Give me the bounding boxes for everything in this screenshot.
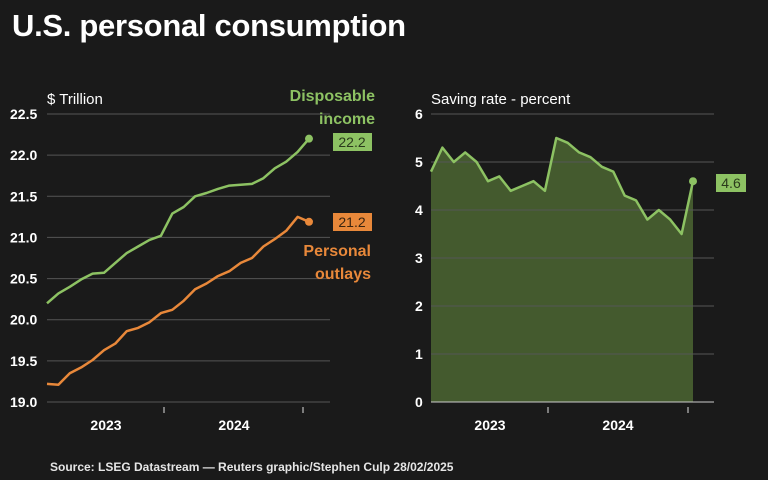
outlays-end-label-box (333, 213, 372, 231)
y-tick-label: 22.5 (10, 106, 37, 122)
y-tick-label: 4 (415, 202, 423, 218)
right-y-axis-label: Saving rate - percent (431, 91, 571, 108)
income-point (305, 134, 313, 143)
outlays-end-label: 21.2 (338, 214, 365, 230)
y-tick-label: 6 (415, 106, 423, 122)
left-x-tick-2023: 2023 (90, 417, 121, 433)
income-end-label: 22.2 (338, 134, 365, 150)
y-tick-label: 2 (415, 298, 423, 314)
legend-income-line1: Disposable (290, 88, 375, 105)
right-chart: Saving rate - percent 0 1 2 3 4 5 6 4.6 2023 2… (415, 91, 746, 433)
y-tick-label: 21.0 (10, 229, 37, 245)
y-tick-label: 19.0 (10, 394, 37, 410)
legend-income-line2: income (319, 111, 375, 128)
y-tick-label: 5 (415, 154, 423, 170)
saving-end-label-box (716, 174, 746, 192)
y-tick-label: 1 (415, 346, 423, 362)
outlays-line (46, 215, 310, 386)
y-tick-label: 3 (415, 250, 423, 266)
right-x-tick-2024: 2024 (602, 417, 633, 433)
y-tick-label: 0 (415, 394, 423, 410)
right-x-tick-2023: 2023 (474, 417, 505, 433)
y-tick-label: 22.0 (10, 147, 37, 163)
y-tick-label: 20.5 (10, 271, 37, 287)
income-end-label-box (333, 133, 372, 151)
left-chart: $ Trillion 19.0 19.5 20.0 20.5 21.0 21.5 22.0 2… (10, 88, 375, 433)
y-tick-label: 19.5 (10, 353, 37, 369)
saving-rate-area (431, 138, 693, 402)
income-line (46, 137, 310, 305)
saving-rate-point (689, 177, 697, 186)
chart-title: U.S. personal consumption (12, 8, 406, 43)
legend-outlays-line2: outlays (315, 266, 371, 283)
y-tick-label: 21.5 (10, 188, 37, 204)
legend-outlays-line1: Personal (303, 243, 371, 260)
outlays-point (305, 217, 313, 226)
saving-rate-line (429, 136, 695, 236)
y-tick-label: 20.0 (10, 312, 37, 328)
source-note: Source: LSEG Datastream — Reuters graphi… (50, 460, 454, 474)
left-x-tick-2024: 2024 (218, 417, 249, 433)
saving-end-label: 4.6 (721, 175, 741, 191)
left-y-axis-label: $ Trillion (47, 91, 103, 108)
